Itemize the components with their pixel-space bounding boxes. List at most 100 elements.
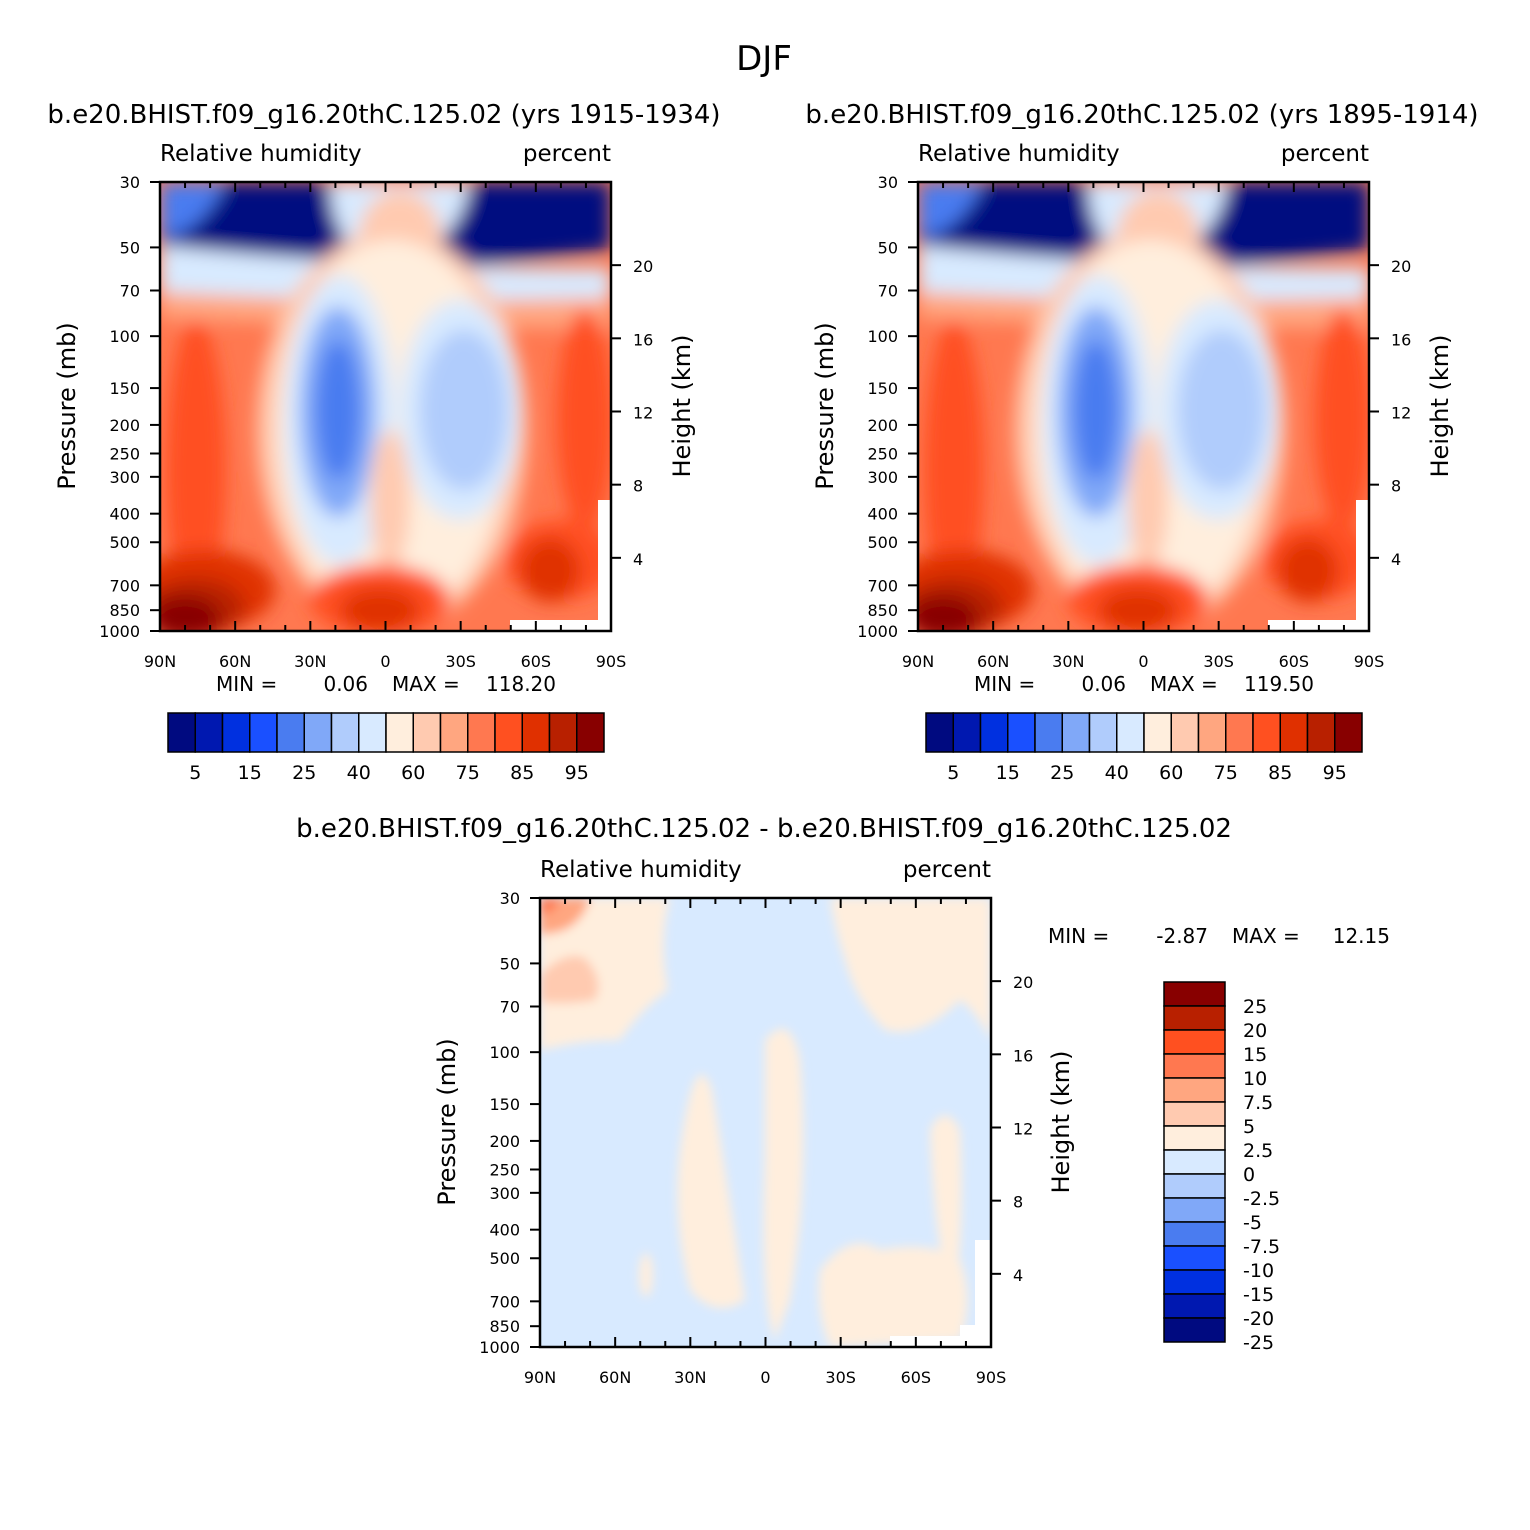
panel-2-pressure-axis-label: Pressure (mb) xyxy=(811,322,839,489)
colorbar-label: 15 xyxy=(996,762,1020,784)
colorbar-label: 15 xyxy=(238,762,262,784)
colorbar-swatch xyxy=(1163,1005,1226,1031)
pressure-tick-label: 150 xyxy=(489,1095,520,1114)
panel-3-max-label: MAX = xyxy=(1232,924,1300,948)
colorbar-label: 25 xyxy=(1243,996,1267,1018)
colorbar-swatch xyxy=(1163,1173,1226,1199)
colorbar-swatch xyxy=(1007,712,1036,753)
panel-3-max-value: 12.15 xyxy=(1333,924,1390,948)
panel-1-field xyxy=(160,182,611,631)
panel-1-case-title: b.e20.BHIST.f09_g16.20thC.125.02 (yrs 19… xyxy=(47,100,720,130)
x-tick-label: 90N xyxy=(144,652,176,671)
pressure-tick-label: 700 xyxy=(489,1292,520,1311)
x-tick-label: 60S xyxy=(901,1368,932,1387)
pressure-tick-label: 850 xyxy=(489,1317,520,1336)
colorbar-label: -7.5 xyxy=(1243,1236,1280,1258)
colorbar-label: 60 xyxy=(401,762,425,784)
pressure-tick-label: 30 xyxy=(878,173,898,192)
colorbar-swatch xyxy=(303,712,333,753)
colorbar-swatch xyxy=(1163,1293,1226,1319)
pressure-tick-label: 1000 xyxy=(857,622,898,641)
colorbar-label: 25 xyxy=(1050,762,1074,784)
colorbar-label: 85 xyxy=(1268,762,1292,784)
figure-title: DJF xyxy=(736,39,792,79)
x-tick-label: 90S xyxy=(976,1368,1007,1387)
colorbar-label: 0 xyxy=(1243,1164,1255,1186)
panel-3-field xyxy=(540,898,991,1347)
panel-3-axes: 90N 60N 30N 0 30S 60S 90S 30 50 70 100 150 200 250 300… xyxy=(479,889,1033,1387)
colorbar-swatch xyxy=(979,712,1009,753)
x-tick-label: 60N xyxy=(599,1368,631,1387)
colorbar-swatch xyxy=(576,712,605,753)
colorbar-label: 75 xyxy=(1214,762,1238,784)
panel-2-min-value: 0.06 xyxy=(1081,672,1126,696)
x-tick-label: 30S xyxy=(445,652,476,671)
panel-1-min-label: MIN = xyxy=(216,672,277,696)
height-tick-label: 20 xyxy=(1013,973,1033,992)
height-tick-label: 8 xyxy=(1391,477,1401,496)
colorbar-swatch xyxy=(1334,712,1363,753)
colorbar-swatch xyxy=(494,712,523,753)
pressure-tick-label: 400 xyxy=(489,1221,520,1240)
colorbar-swatch xyxy=(1170,712,1200,753)
colorbar-swatch xyxy=(412,712,442,753)
x-tick-label: 30N xyxy=(294,652,326,671)
pressure-tick-label: 100 xyxy=(109,327,140,346)
pressure-tick-label: 30 xyxy=(120,173,140,192)
height-tick-label: 20 xyxy=(633,257,653,276)
panel-3-min-value: -2.87 xyxy=(1156,924,1208,948)
colorbar-label: 95 xyxy=(565,762,589,784)
pressure-tick-label: 70 xyxy=(120,281,140,300)
colorbar-swatch xyxy=(1252,712,1281,753)
colorbar-swatch xyxy=(1306,712,1336,753)
panel-3-height-axis-label: Height (km) xyxy=(1047,1051,1075,1194)
colorbar-swatch xyxy=(925,712,954,753)
panel-2-units-label: percent xyxy=(1281,141,1369,167)
height-tick-label: 16 xyxy=(1391,330,1411,349)
colorbar-swatch xyxy=(1163,1245,1226,1271)
colorbar-label: 10 xyxy=(1243,1068,1267,1090)
colorbar-swatch xyxy=(221,712,251,753)
panel-1-height-axis-label: Height (km) xyxy=(668,335,696,478)
colorbar-swatch xyxy=(1163,1317,1226,1343)
pressure-tick-label: 250 xyxy=(489,1160,520,1179)
height-tick-label: 12 xyxy=(633,403,653,422)
colorbar-swatch xyxy=(1279,712,1309,753)
colorbar-label: 25 xyxy=(292,762,316,784)
colorbar-swatch xyxy=(167,712,196,753)
x-tick-label: 30S xyxy=(1203,652,1234,671)
pressure-tick-label: 300 xyxy=(867,468,898,487)
x-tick-label: 60N xyxy=(219,652,251,671)
pressure-tick-label: 1000 xyxy=(99,622,140,641)
panel-2-min-label: MIN = xyxy=(974,672,1035,696)
height-tick-label: 12 xyxy=(1391,403,1411,422)
colorbar-label: 95 xyxy=(1323,762,1347,784)
x-tick-label: 30N xyxy=(674,1368,706,1387)
colorbar-swatch xyxy=(1163,1221,1226,1247)
panel-3-units-label: percent xyxy=(903,857,991,883)
pressure-tick-label: 70 xyxy=(500,997,520,1016)
pressure-tick-label: 100 xyxy=(867,327,898,346)
pressure-tick-label: 100 xyxy=(489,1043,520,1062)
colorbar-swatch xyxy=(439,712,469,753)
colorbar-swatch xyxy=(1163,1029,1226,1055)
colorbar-swatch xyxy=(467,712,496,753)
height-tick-label: 4 xyxy=(1391,550,1401,569)
pressure-tick-label: 30 xyxy=(500,889,520,908)
colorbar-swatch xyxy=(249,712,278,753)
colorbar-label: 20 xyxy=(1243,1020,1267,1042)
colorbar-swatch xyxy=(358,712,387,753)
colorbar-swatch xyxy=(1088,712,1118,753)
panel-3-case-title: b.e20.BHIST.f09_g16.20thC.125.02 - b.e20… xyxy=(296,814,1232,844)
height-tick-label: 4 xyxy=(633,550,643,569)
x-tick-label: 0 xyxy=(1138,652,1148,671)
panel-2-axes: 90N 60N 30N 0 30S 60S 90S 30 50 70 100 150 200 250 300… xyxy=(857,173,1411,671)
pressure-tick-label: 150 xyxy=(867,379,898,398)
panel-1-units-label: percent xyxy=(523,141,611,167)
height-tick-label: 16 xyxy=(1013,1046,1033,1065)
height-tick-label: 8 xyxy=(633,477,643,496)
colorbar-swatch xyxy=(1061,712,1091,753)
colorbar-label: 60 xyxy=(1159,762,1183,784)
